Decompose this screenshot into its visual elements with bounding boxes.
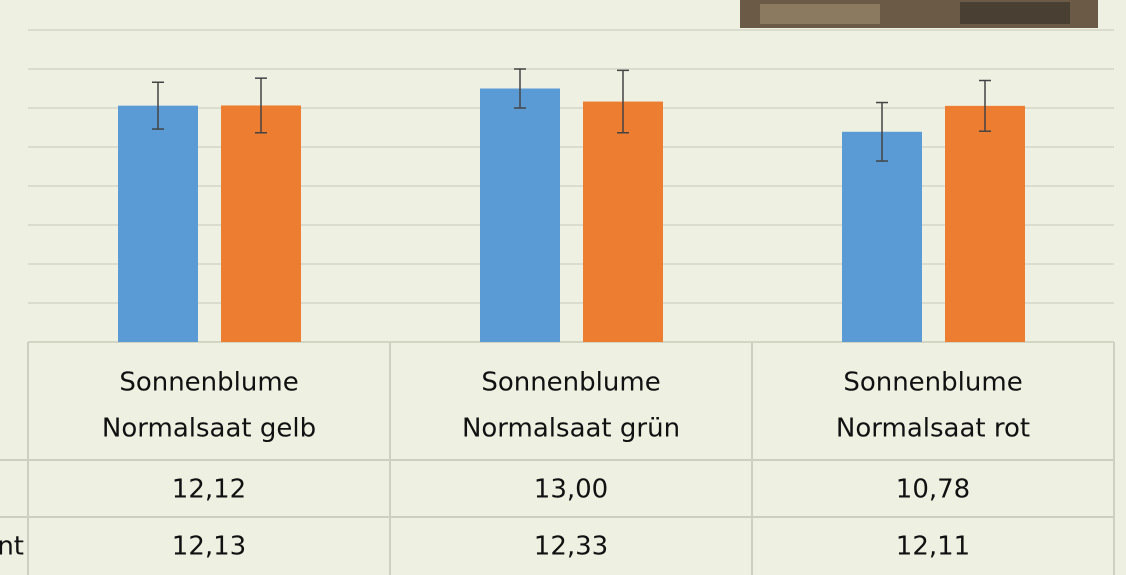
- table-value: 12,13: [172, 532, 246, 562]
- category-label: Sonnenblume: [481, 368, 660, 398]
- category-label: Normalsaat rot: [836, 414, 1030, 444]
- table-value: 12,12: [172, 475, 246, 505]
- category-label: Sonnenblume: [843, 368, 1022, 398]
- bar: [118, 105, 198, 342]
- bar: [583, 101, 663, 342]
- table-value: 10,78: [896, 475, 970, 505]
- category-label: Sonnenblume: [119, 368, 298, 398]
- photo-detail: [960, 2, 1070, 24]
- bar: [221, 105, 301, 342]
- table-value: 12,11: [896, 532, 970, 562]
- category-label: Normalsaat gelb: [102, 414, 316, 444]
- bar: [480, 88, 560, 342]
- bar: [945, 105, 1025, 342]
- bar: [842, 131, 922, 342]
- photo-detail: [760, 4, 880, 24]
- table-value: 13,00: [534, 475, 608, 505]
- category-label: Normalsaat grün: [462, 414, 680, 444]
- series-label: nt: [0, 532, 24, 562]
- table-value: 12,33: [534, 532, 608, 562]
